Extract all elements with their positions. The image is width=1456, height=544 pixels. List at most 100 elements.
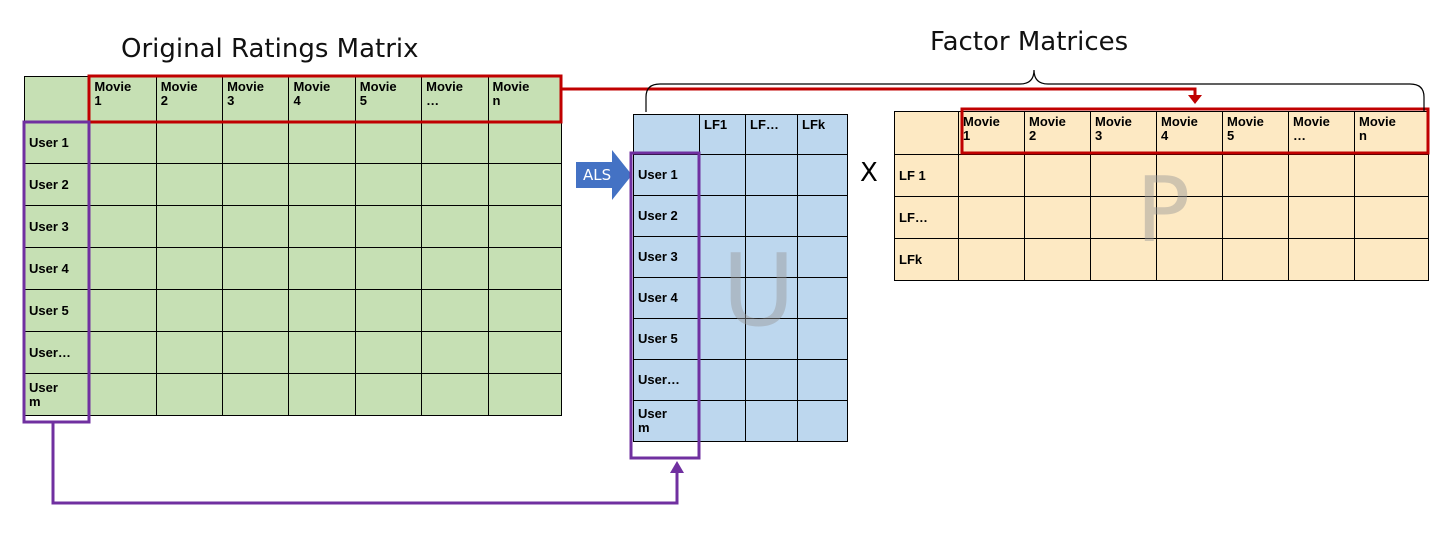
original-matrix-cell [89, 247, 157, 290]
u-matrix-cell [745, 359, 798, 401]
p-matrix-row-header: LF 1 [894, 154, 959, 197]
original-matrix-cell [155, 247, 224, 290]
p-matrix-cell [1288, 238, 1355, 281]
u-matrix-row-header: User 4 [633, 277, 700, 319]
original-matrix-cell [288, 373, 356, 416]
original-matrix-cell [288, 247, 356, 290]
original-matrix-row-header: User 4 [23, 247, 91, 290]
als-label: ALS [583, 166, 612, 184]
original-matrix-cell [89, 121, 157, 164]
p-matrix-column-header: Movie 1 [958, 111, 1025, 155]
p-matrix-row-header: LFk [894, 238, 959, 281]
original-matrix-cell [487, 247, 563, 290]
original-matrix-cell [222, 289, 290, 332]
p-matrix-row: LF 1 [894, 154, 1429, 197]
original-ratings-matrix: Movie 1 Movie 2 Movie 3 Movie 4 Movie 5 Movie… [23, 76, 563, 416]
p-matrix-cell [1222, 196, 1289, 239]
movie-link-arrowhead-icon [1188, 95, 1202, 104]
original-matrix-cell [155, 331, 224, 374]
p-matrix-cell [958, 196, 1025, 239]
u-matrix-cell [699, 318, 746, 360]
original-matrix-cell [487, 163, 563, 206]
u-matrix-cell [745, 236, 798, 278]
p-matrix-cell [1354, 238, 1429, 281]
u-matrix-cell [797, 359, 848, 401]
u-matrix-cell [797, 236, 848, 278]
p-matrix-column-header: Movie 4 [1156, 111, 1223, 155]
p-matrix-row-header: LF… [894, 196, 959, 239]
u-matrix-cell [699, 154, 746, 196]
p-matrix-column-header: Movie n [1354, 111, 1429, 155]
p-matrix-cell [1024, 238, 1091, 281]
original-matrix-cell [487, 121, 563, 164]
p-matrix-cell [1222, 238, 1289, 281]
p-matrix-cell [958, 238, 1025, 281]
original-matrix-cell [354, 373, 423, 416]
original-matrix-row: User 2 [23, 163, 563, 206]
original-matrix-row-header: User 5 [23, 289, 91, 332]
u-matrix-row: User 2 [633, 195, 848, 237]
p-matrix-cell [1090, 196, 1157, 239]
u-matrix-corner-cell [633, 114, 700, 155]
original-matrix-cell [89, 331, 157, 374]
u-matrix-cell [797, 400, 848, 442]
u-matrix-row: User 5 [633, 318, 848, 360]
u-matrix-cell [745, 277, 798, 319]
u-matrix-row-header: User 1 [633, 154, 700, 196]
original-matrix-row: User 1 [23, 121, 563, 164]
u-matrix-cell [699, 359, 746, 401]
p-matrix-cell [1354, 154, 1429, 197]
p-matrix-cell [1354, 196, 1429, 239]
original-matrix-cell [487, 289, 563, 332]
original-matrix-cell [421, 247, 489, 290]
original-matrix-row-header: User m [23, 373, 91, 416]
original-matrix-column-header: Movie … [421, 76, 489, 122]
u-matrix-row-header: User 5 [633, 318, 700, 360]
movie-link-arrow [562, 87, 1197, 96]
u-matrix-column-header: LFk [797, 114, 848, 155]
p-matrix-cell [958, 154, 1025, 197]
original-matrix-cell [354, 163, 423, 206]
p-matrix-cell [1156, 154, 1223, 197]
original-matrix-column-header: Movie 5 [354, 76, 423, 122]
original-matrix-row: User 5 [23, 289, 563, 332]
u-matrix-cell [699, 195, 746, 237]
original-matrix-row: User 4 [23, 247, 563, 290]
factor-brace [645, 69, 1425, 112]
u-matrix-row-header: User… [633, 359, 700, 401]
u-matrix-row: User 1 [633, 154, 848, 196]
p-matrix-cell [1090, 154, 1157, 197]
u-matrix-cell [797, 154, 848, 196]
original-matrix-cell [421, 331, 489, 374]
u-matrix-column-header: LF1 [699, 114, 746, 155]
p-matrix-column-header: Movie 2 [1024, 111, 1091, 155]
u-matrix-cell [745, 195, 798, 237]
original-matrix-row: User m [23, 373, 563, 416]
original-matrix-cell [89, 163, 157, 206]
u-user-column-highlight [629, 151, 701, 460]
u-matrix-row-header: User 2 [633, 195, 700, 237]
p-matrix-cell [1090, 238, 1157, 281]
original-matrix-cell [288, 121, 356, 164]
original-matrix-cell [222, 205, 290, 248]
original-matrix-corner-cell [23, 76, 91, 122]
original-matrix-cell [155, 121, 224, 164]
u-matrix-header-row: LF1 LF… LFk [633, 114, 848, 155]
original-matrix-row: User… [23, 331, 563, 374]
p-matrix-header-row: Movie 1 Movie 2 Movie 3 Movie 4 Movie 5 Movie… [894, 111, 1429, 155]
p-matrix-column-header: Movie … [1288, 111, 1355, 155]
original-matrix-cell [222, 163, 290, 206]
p-matrix-cell [1288, 154, 1355, 197]
u-matrix-cell [797, 195, 848, 237]
p-matrix-corner-cell [894, 111, 959, 155]
user-link-arrow [51, 423, 679, 505]
original-user-column-highlight [22, 120, 91, 424]
user-link-arrowhead-icon [670, 461, 684, 473]
u-matrix-row: User… [633, 359, 848, 401]
p-matrix-cell [1222, 154, 1289, 197]
original-matrix-cell [222, 373, 290, 416]
original-matrix-cell [487, 331, 563, 374]
p-matrix-cell [1156, 238, 1223, 281]
original-matrix-column-header: Movie 2 [155, 76, 224, 122]
